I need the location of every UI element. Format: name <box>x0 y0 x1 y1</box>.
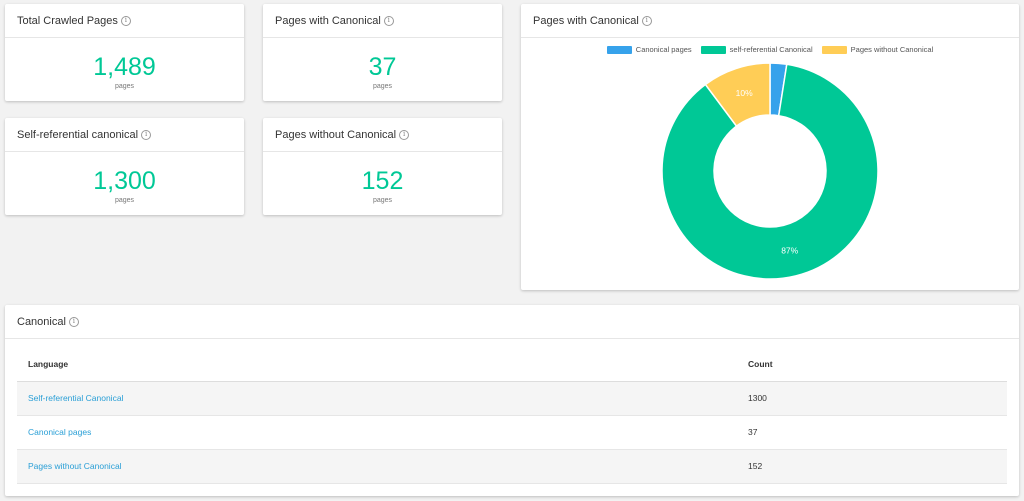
card-title: Self-referential canonical <box>17 128 139 141</box>
donut-chart: 87% 10% <box>661 62 879 280</box>
card-title: Pages with Canonical <box>275 14 381 27</box>
table-header-row: Language Count <box>17 347 1007 382</box>
canonical-table-card: Canonical i Language Count Self-referent… <box>5 305 1019 496</box>
legend-swatch <box>700 45 726 54</box>
legend-label: Canonical pages <box>635 45 692 54</box>
row-count: 37 <box>737 415 1007 450</box>
chart-legend: Canonical pages self-referential Canonica… <box>521 45 1019 54</box>
info-icon[interactable]: i <box>141 129 152 140</box>
column-header-count[interactable]: Count <box>737 347 1007 382</box>
donut-slice[interactable] <box>661 63 879 280</box>
stat-unit: pages <box>372 82 393 90</box>
table-row: Canonical pages 37 <box>17 415 1007 450</box>
info-icon[interactable]: i <box>120 15 131 26</box>
legend-item[interactable]: self-referential Canonical <box>700 45 813 54</box>
card-title: Pages without Canonical <box>275 128 397 141</box>
card-header: Pages with Canonical i <box>263 4 502 38</box>
table-row: Self-referential Canonical 1300 <box>17 381 1007 416</box>
card-header: Pages with Canonical i <box>521 4 1019 38</box>
table-row: Pages without Canonical 152 <box>17 449 1007 484</box>
info-icon[interactable]: i <box>383 15 394 26</box>
legend-label: self-referential Canonical <box>729 45 813 54</box>
legend-swatch <box>821 45 847 54</box>
info-icon[interactable]: i <box>399 129 410 140</box>
legend-label: Pages without Canonical <box>850 45 934 54</box>
legend-item[interactable]: Canonical pages <box>606 45 692 54</box>
legend-item[interactable]: Pages without Canonical <box>821 45 934 54</box>
stat-value: 1,300 <box>93 167 156 195</box>
donut-slice-label: 87% <box>781 246 798 256</box>
card-title: Pages with Canonical <box>533 14 639 27</box>
donut-slice[interactable] <box>704 62 771 128</box>
canonical-table: Language Count Self-referential Canonica… <box>17 347 1007 484</box>
stat-card-total-crawled: Total Crawled Pages i 1,489 pages <box>5 4 244 101</box>
row-count: 1300 <box>737 381 1007 416</box>
row-count: 152 <box>737 449 1007 484</box>
row-link[interactable]: Canonical pages <box>28 427 92 437</box>
row-link[interactable]: Self-referential Canonical <box>28 393 124 403</box>
card-header: Pages without Canonical i <box>263 118 502 152</box>
stat-card-pages-with-canonical: Pages with Canonical i 37 pages <box>263 4 502 101</box>
card-header: Self-referential canonical i <box>5 118 244 152</box>
stat-unit: pages <box>372 196 393 204</box>
column-header-language[interactable]: Language <box>17 347 737 382</box>
stat-value: 1,489 <box>93 53 156 81</box>
row-link[interactable]: Pages without Canonical <box>28 461 122 471</box>
card-header: Total Crawled Pages i <box>5 4 244 38</box>
chart-card: Pages with Canonical i Canonical pages se… <box>521 4 1019 290</box>
donut-slice-label: 10% <box>736 88 753 98</box>
info-icon[interactable]: i <box>641 15 652 26</box>
card-title: Total Crawled Pages <box>17 14 118 27</box>
stat-value: 152 <box>361 167 404 195</box>
card-title: Canonical <box>17 315 66 328</box>
stat-card-self-referential: Self-referential canonical i 1,300 pages <box>5 118 244 215</box>
card-header: Canonical i <box>5 305 1019 339</box>
stat-card-pages-without-canonical: Pages without Canonical i 152 pages <box>263 118 502 215</box>
stat-unit: pages <box>114 82 135 90</box>
legend-swatch <box>606 45 632 54</box>
stat-value: 37 <box>368 53 397 81</box>
info-icon[interactable]: i <box>68 316 79 327</box>
stat-unit: pages <box>114 196 135 204</box>
